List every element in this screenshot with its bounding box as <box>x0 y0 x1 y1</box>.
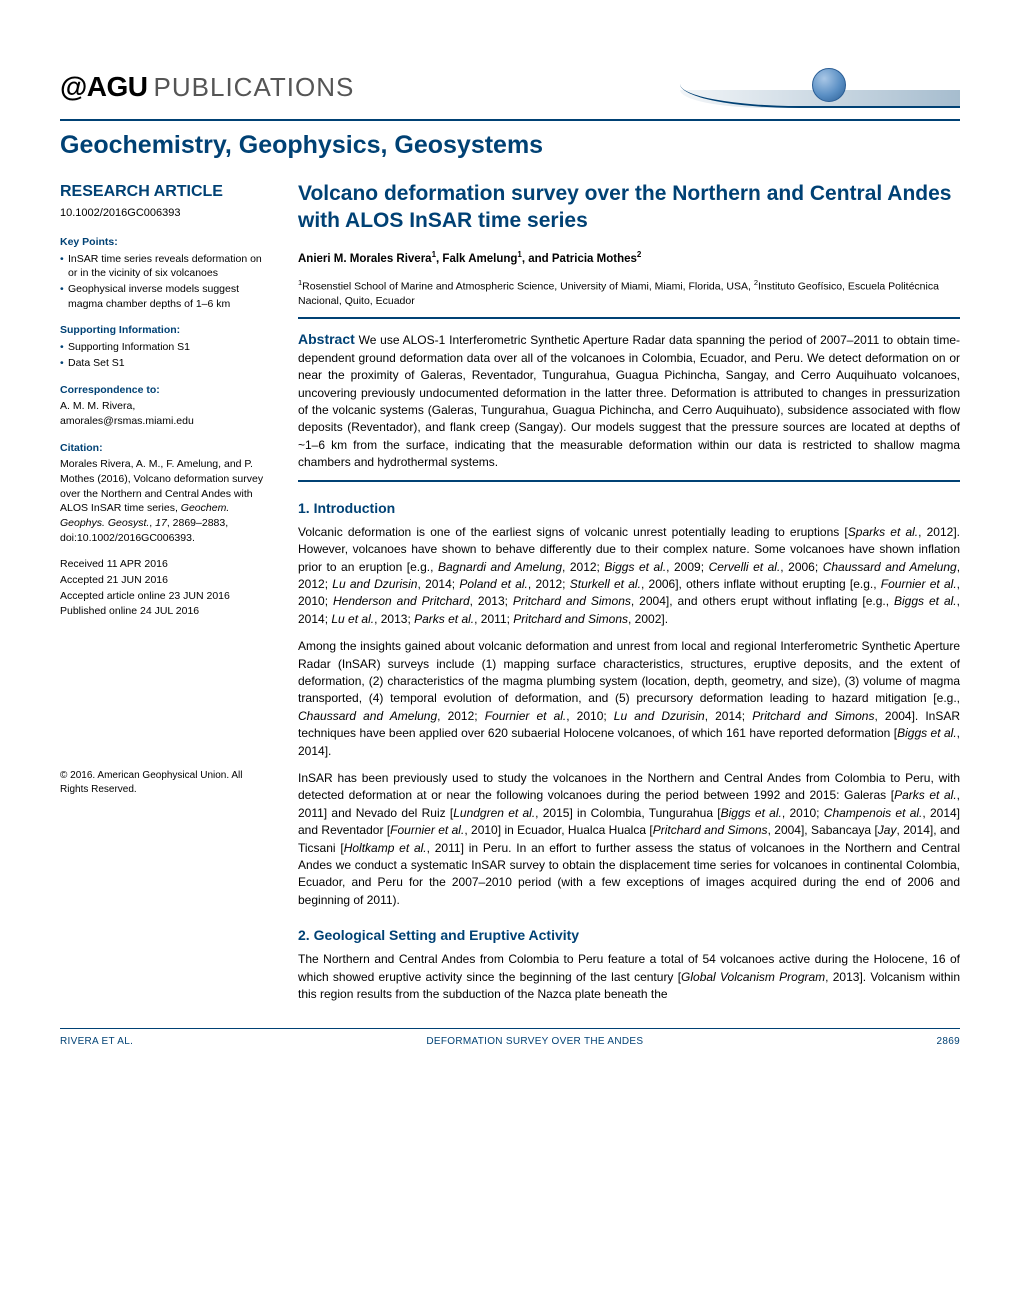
main-column: Volcano deformation survey over the Nort… <box>298 181 960 1013</box>
authors-line: Anieri M. Morales Rivera1, Falk Amelung1… <box>298 249 960 268</box>
abstract-label: Abstract <box>298 331 355 347</box>
header-rule <box>60 119 960 121</box>
body-paragraph: Among the insights gained about volcanic… <box>298 638 960 760</box>
publications-word: PUBLICATIONS <box>154 69 355 107</box>
citation-heading: Citation: <box>60 441 270 456</box>
section-heading-2: 2. Geological Setting and Eruptive Activ… <box>298 925 960 945</box>
affiliations: 1Rosenstiel School of Marine and Atmosph… <box>298 278 960 310</box>
date-received: Received 11 APR 2016 <box>60 557 270 572</box>
journal-title: Geochemistry, Geophysics, Geosystems <box>60 127 960 163</box>
article-type: RESEARCH ARTICLE <box>60 181 270 203</box>
doi: 10.1002/2016GC006393 <box>60 206 270 221</box>
key-points-heading: Key Points: <box>60 235 270 250</box>
publisher-logo: @AGU PUBLICATIONS <box>60 67 354 108</box>
page-footer: RIVERA ET AL. DEFORMATION SURVEY OVER TH… <box>60 1029 960 1050</box>
abstract-bottom-rule <box>298 480 960 482</box>
supporting-item: Supporting Information S1 <box>60 340 270 355</box>
body-paragraph: The Northern and Central Andes from Colo… <box>298 951 960 1003</box>
date-accepted-online: Accepted article online 23 JUN 2016 <box>60 589 270 604</box>
body-paragraph: Volcanic deformation is one of the earli… <box>298 524 960 628</box>
supporting-info-heading: Supporting Information: <box>60 323 270 338</box>
footer-authors: RIVERA ET AL. <box>60 1035 133 1050</box>
citation-text: Morales Rivera, A. M., F. Amelung, and P… <box>60 457 270 545</box>
journal-emblem <box>680 60 960 115</box>
supporting-info-list: Supporting Information S1 Data Set S1 <box>60 340 270 370</box>
key-points-list: InSAR time series reveals deformation on… <box>60 252 270 312</box>
footer-running-title: DEFORMATION SURVEY OVER THE ANDES <box>426 1035 643 1050</box>
footer-page-number: 2869 <box>937 1035 960 1050</box>
copyright: © 2016. American Geophysical Union. All … <box>60 769 270 797</box>
sidebar: RESEARCH ARTICLE 10.1002/2016GC006393 Ke… <box>60 181 270 1013</box>
dates-block: Received 11 APR 2016 Accepted 21 JUN 201… <box>60 557 270 619</box>
date-published: Published online 24 JUL 2016 <box>60 604 270 619</box>
key-point: Geophysical inverse models suggest magma… <box>60 282 270 311</box>
abstract: Abstract We use ALOS-1 Interferometric S… <box>298 329 960 471</box>
abstract-top-rule <box>298 317 960 319</box>
supporting-item: Data Set S1 <box>60 356 270 371</box>
page-columns: RESEARCH ARTICLE 10.1002/2016GC006393 Ke… <box>60 181 960 1013</box>
date-accepted: Accepted 21 JUN 2016 <box>60 573 270 588</box>
section-heading-1: 1. Introduction <box>298 498 960 518</box>
correspondence-email: amorales@rsmas.miami.edu <box>60 414 270 429</box>
publisher-header: @AGU PUBLICATIONS <box>60 60 960 115</box>
globe-icon <box>812 68 846 102</box>
agu-mark: @AGU <box>60 67 148 108</box>
article-title: Volcano deformation survey over the Nort… <box>298 181 960 235</box>
correspondence-name: A. M. M. Rivera, <box>60 399 270 414</box>
abstract-body: We use ALOS-1 Interferometric Synthetic … <box>298 333 960 469</box>
key-point: InSAR time series reveals deformation on… <box>60 252 270 281</box>
correspondence-heading: Correspondence to: <box>60 383 270 398</box>
body-paragraph: InSAR has been previously used to study … <box>298 770 960 909</box>
